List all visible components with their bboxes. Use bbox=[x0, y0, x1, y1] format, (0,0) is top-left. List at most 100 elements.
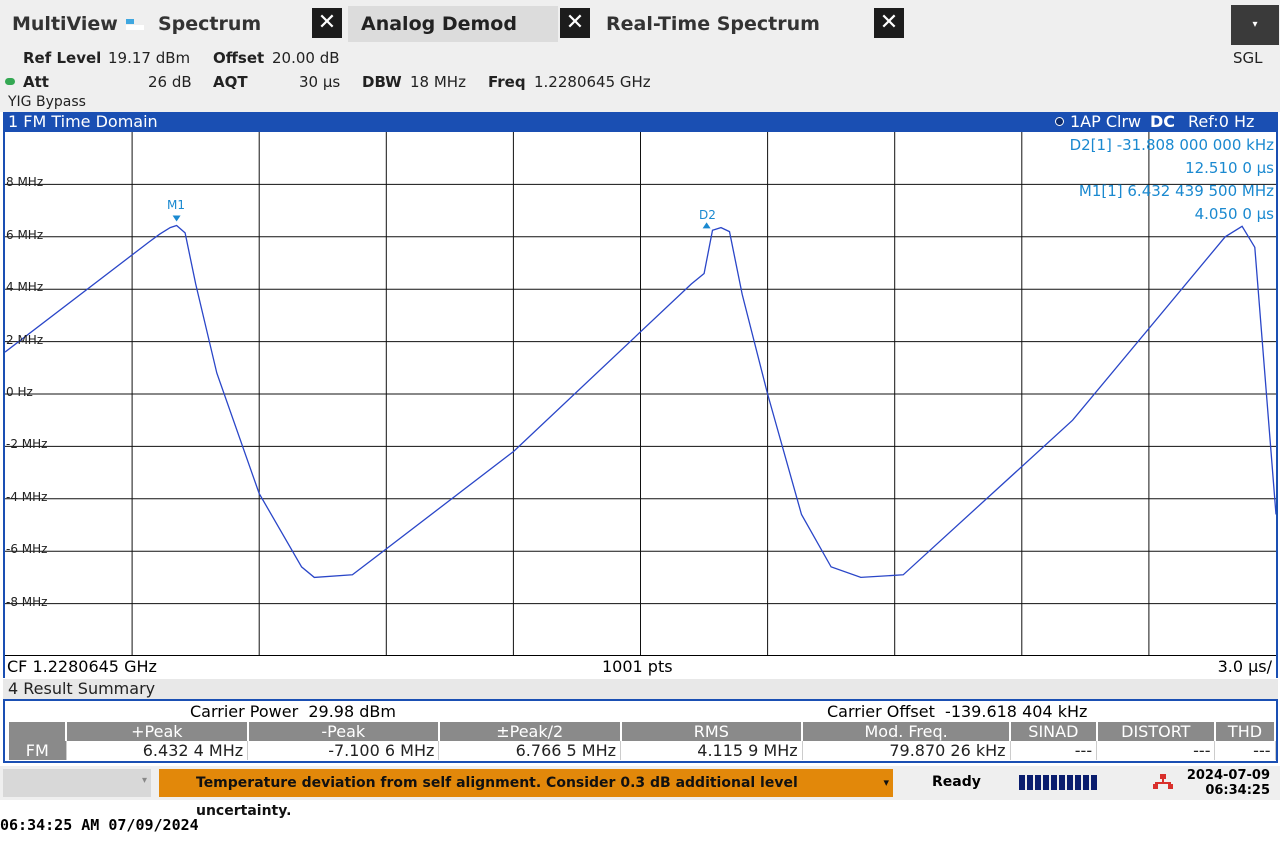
result-summary-table: Carrier Power 29.98 dBm Carrier Offset -… bbox=[3, 699, 1278, 763]
warning-text: Temperature deviation from self alignmen… bbox=[196, 775, 798, 819]
screenshot-timestamp: 06:34:25 AM 07/09/2024 bbox=[0, 816, 199, 834]
offset-value: 20.00 dB bbox=[272, 49, 340, 67]
sgl-indicator[interactable]: SGL bbox=[1233, 49, 1263, 67]
freq-label: Freq bbox=[488, 73, 526, 91]
carrier-power-value: 29.98 dBm bbox=[308, 702, 396, 721]
m1-value: 6.432 439 500 MHz bbox=[1127, 182, 1274, 200]
table-header: +Peak bbox=[66, 722, 249, 741]
offset-label: Offset bbox=[213, 49, 265, 67]
table-header: SINAD bbox=[1010, 722, 1098, 741]
fm-trace-line bbox=[5, 224, 1276, 579]
marker-layer bbox=[172, 215, 711, 229]
dbw-label: DBW bbox=[362, 73, 402, 91]
chevron-down-icon: ▾ bbox=[141, 775, 147, 786]
table-header-row: +Peak -Peak ±Peak/2 RMS Mod. Freq. SINAD… bbox=[9, 722, 1277, 741]
table-cell: --- bbox=[1010, 741, 1098, 760]
tab-bar: MultiView Spectrum ✕ Analog Demod ✕ Real… bbox=[0, 0, 1280, 48]
tab-multiview[interactable]: MultiView bbox=[12, 13, 118, 35]
fm-time-domain-plot[interactable] bbox=[5, 132, 1276, 656]
plot-footer: CF 1.2280645 GHz 1001 pts 3.0 µs/ bbox=[5, 655, 1276, 678]
row-label: FM bbox=[9, 741, 67, 760]
chevron-down-icon[interactable]: ▾ bbox=[1231, 5, 1279, 45]
marker-d2-triangle[interactable] bbox=[702, 222, 711, 229]
y-tick-label: 0 Hz bbox=[6, 385, 33, 399]
carrier-offset-label: Carrier Offset bbox=[827, 702, 935, 721]
temperature-warning[interactable]: Temperature deviation from self alignmen… bbox=[159, 769, 893, 819]
table-header: RMS bbox=[620, 722, 804, 741]
y-tick-label: -4 MHz bbox=[6, 489, 48, 504]
table-header: -Peak bbox=[247, 722, 440, 741]
coupling-label: DC bbox=[1150, 112, 1176, 131]
marker-d2-tag[interactable]: D2 bbox=[699, 208, 716, 222]
y-tick-label: 8 MHz bbox=[6, 175, 44, 190]
trace-indicator-icon bbox=[1055, 117, 1064, 126]
result-summary-title[interactable]: 4 Result Summary bbox=[3, 679, 1278, 699]
ref-level-label: Ref Level bbox=[23, 49, 102, 67]
close-icon[interactable]: ✕ bbox=[312, 8, 342, 38]
progress-bar bbox=[1019, 775, 1099, 794]
tab-analog-demod[interactable]: Analog Demod bbox=[348, 6, 558, 42]
status-led-icon bbox=[5, 78, 15, 85]
marker-m1-triangle[interactable] bbox=[172, 215, 181, 222]
d2-label: D2[1] bbox=[1069, 136, 1112, 154]
carrier-power: Carrier Power 29.98 dBm bbox=[190, 702, 396, 721]
y-tick-label: -8 MHz bbox=[6, 594, 48, 609]
table-cell: 6.766 5 MHz bbox=[438, 741, 622, 760]
table-header: ±Peak/2 bbox=[438, 722, 622, 741]
tab-spectrum[interactable]: Spectrum bbox=[158, 13, 262, 35]
network-icon bbox=[1153, 774, 1173, 794]
center-frequency: CF 1.2280645 GHz bbox=[7, 657, 157, 676]
table-cell: 6.432 4 MHz bbox=[66, 741, 249, 760]
carrier-power-label: Carrier Power bbox=[190, 702, 299, 721]
measurement-settings: Ref Level 19.17 dBm Offset 20.00 dB Att … bbox=[0, 48, 1280, 112]
close-icon[interactable]: ✕ bbox=[560, 8, 590, 38]
table-header: Mod. Freq. bbox=[802, 722, 1012, 741]
table-cell: 79.870 26 kHz bbox=[802, 741, 1011, 760]
yig-bypass-label: YIG Bypass bbox=[8, 94, 86, 110]
aqt-value: 30 µs bbox=[299, 73, 341, 91]
carrier-offset: Carrier Offset -139.618 404 kHz bbox=[827, 702, 1087, 721]
table-cell: --- bbox=[1096, 741, 1216, 760]
time-per-division: 3.0 µs/ bbox=[1217, 657, 1272, 676]
chevron-down-icon: ▾ bbox=[883, 776, 889, 789]
points-count: 1001 pts bbox=[602, 657, 673, 676]
table-header-corner bbox=[9, 722, 67, 741]
marker-m1-time: 4.050 0 µs bbox=[1194, 205, 1274, 223]
m1-label: M1[1] bbox=[1078, 182, 1123, 200]
d2-value: -31.808 000 000 kHz bbox=[1116, 136, 1274, 154]
table-row: FM 6.432 4 MHz -7.100 6 MHz 6.766 5 MHz … bbox=[9, 741, 1276, 760]
ref-level-value: 19.17 dBm bbox=[108, 49, 191, 67]
reference-label: Ref:0 Hz bbox=[1188, 112, 1255, 131]
marker-m1-tag[interactable]: M1 bbox=[167, 198, 185, 212]
table-cell: -7.100 6 MHz bbox=[247, 741, 440, 760]
fm-trace bbox=[5, 224, 1276, 579]
aqt-label: AQT bbox=[213, 73, 248, 91]
marker-d2-readout: D2[1] -31.808 000 000 kHz bbox=[1020, 136, 1274, 154]
result-table: +Peak -Peak ±Peak/2 RMS Mod. Freq. SINAD… bbox=[9, 722, 1277, 760]
close-icon[interactable]: ✕ bbox=[874, 8, 904, 38]
y-tick-label: 2 MHz bbox=[6, 332, 44, 347]
y-tick-label: 4 MHz bbox=[6, 280, 44, 295]
table-header: DISTORT bbox=[1096, 722, 1216, 741]
att-label: Att bbox=[23, 73, 49, 91]
y-tick-label: 6 MHz bbox=[6, 227, 44, 242]
status-time: 06:34:25 bbox=[1205, 783, 1270, 798]
marker-m1-readout: M1[1] 6.432 439 500 MHz bbox=[1020, 182, 1274, 200]
att-value: 26 dB bbox=[148, 73, 192, 91]
y-tick-label: -6 MHz bbox=[6, 542, 48, 557]
spectrum-icon bbox=[126, 16, 144, 30]
y-tick-label: -2 MHz bbox=[6, 437, 48, 452]
plot-grid bbox=[5, 132, 1276, 656]
table-cell: --- bbox=[1214, 741, 1276, 760]
result-summary-label: 4 Result Summary bbox=[8, 679, 156, 698]
diagram-title-bar[interactable]: 1 FM Time Domain 1AP Clrw DC Ref:0 Hz bbox=[3, 112, 1278, 132]
carrier-offset-value: -139.618 404 kHz bbox=[945, 702, 1088, 721]
freq-value: 1.2280645 GHz bbox=[534, 73, 651, 91]
tab-realtime-spectrum[interactable]: Real-Time Spectrum bbox=[606, 13, 820, 35]
status-dropdown[interactable]: ▾ bbox=[3, 769, 151, 797]
diagram-title: 1 FM Time Domain bbox=[8, 112, 158, 131]
table-cell: 4.115 9 MHz bbox=[620, 741, 803, 760]
status-date: 2024-07-09 bbox=[1186, 768, 1270, 783]
ready-status: Ready bbox=[932, 774, 981, 790]
trace-info: 1AP Clrw bbox=[1070, 112, 1142, 131]
